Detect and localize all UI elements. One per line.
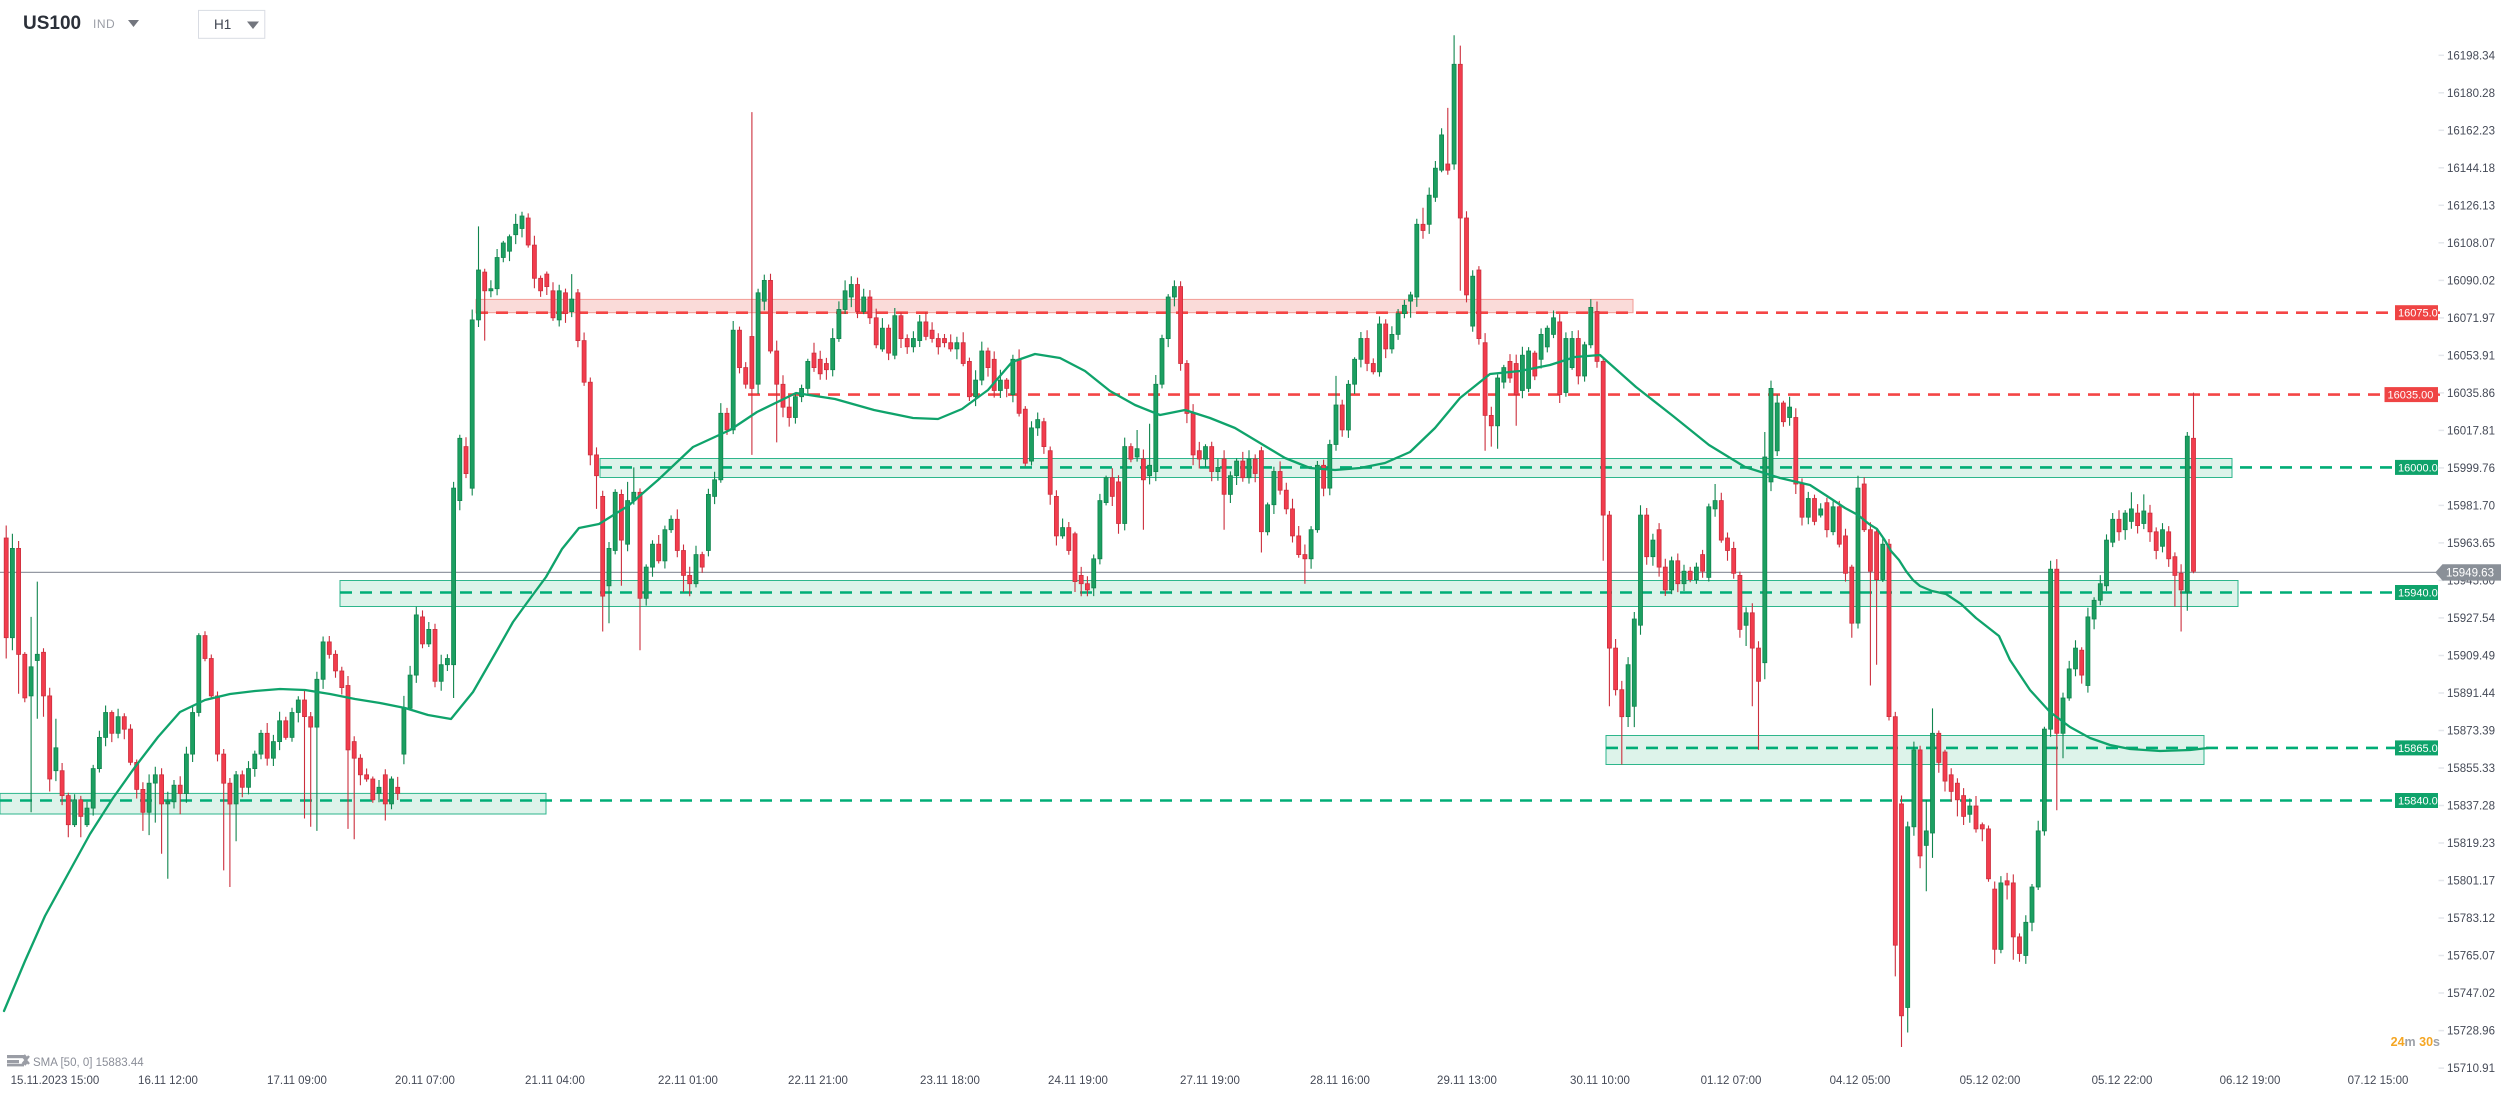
svg-text:16035.00: 16035.00 bbox=[2388, 390, 2434, 402]
svg-text:US100: US100 bbox=[23, 13, 81, 34]
svg-text:27.11 19:00: 27.11 19:00 bbox=[1180, 1075, 1240, 1087]
svg-text:23.11 18:00: 23.11 18:00 bbox=[920, 1075, 980, 1087]
svg-text:22.11 21:00: 22.11 21:00 bbox=[788, 1075, 848, 1087]
svg-text:22.11 01:00: 22.11 01:00 bbox=[658, 1075, 718, 1087]
svg-text:16162.23: 16162.23 bbox=[2447, 125, 2495, 137]
svg-text:15765.07: 15765.07 bbox=[2447, 951, 2495, 963]
svg-text:IND: IND bbox=[93, 17, 115, 31]
svg-text:15728.96: 15728.96 bbox=[2447, 1026, 2495, 1038]
svg-text:07.12 15:00: 07.12 15:00 bbox=[2348, 1075, 2409, 1087]
svg-text:H1: H1 bbox=[214, 17, 231, 32]
svg-text:15949.63: 15949.63 bbox=[2446, 568, 2494, 580]
svg-text:15865.0: 15865.0 bbox=[2398, 743, 2438, 755]
svg-text:24.11 19:00: 24.11 19:00 bbox=[1048, 1075, 1108, 1087]
svg-text:16000.0: 16000.0 bbox=[2398, 462, 2438, 474]
svg-text:15999.76: 15999.76 bbox=[2447, 463, 2495, 475]
svg-text:15909.49: 15909.49 bbox=[2447, 651, 2495, 663]
svg-text:15963.65: 15963.65 bbox=[2447, 538, 2495, 550]
svg-text:29.11 13:00: 29.11 13:00 bbox=[1437, 1075, 1497, 1087]
svg-text:15801.17: 15801.17 bbox=[2447, 876, 2495, 888]
svg-text:05.12 22:00: 05.12 22:00 bbox=[2092, 1075, 2153, 1087]
svg-text:06.12 19:00: 06.12 19:00 bbox=[2220, 1075, 2281, 1087]
svg-text:16035.86: 16035.86 bbox=[2447, 388, 2495, 400]
svg-text:16180.28: 16180.28 bbox=[2447, 88, 2495, 100]
svg-text:15855.33: 15855.33 bbox=[2447, 763, 2495, 775]
svg-text:15837.28: 15837.28 bbox=[2447, 801, 2495, 813]
svg-text:16.11 12:00: 16.11 12:00 bbox=[138, 1075, 198, 1087]
svg-text:15927.54: 15927.54 bbox=[2447, 613, 2496, 625]
svg-text:16126.13: 16126.13 bbox=[2447, 200, 2495, 212]
svg-text:16108.07: 16108.07 bbox=[2447, 238, 2495, 250]
svg-text:20.11 07:00: 20.11 07:00 bbox=[395, 1075, 455, 1087]
svg-text:15747.02: 15747.02 bbox=[2447, 988, 2495, 1000]
svg-text:15783.12: 15783.12 bbox=[2447, 913, 2495, 925]
svg-text:16053.91: 16053.91 bbox=[2447, 350, 2495, 362]
svg-text:01.12 07:00: 01.12 07:00 bbox=[1701, 1075, 1762, 1087]
svg-text:16071.97: 16071.97 bbox=[2447, 313, 2495, 325]
svg-text:15710.91: 15710.91 bbox=[2447, 1063, 2495, 1075]
svg-text:17.11 09:00: 17.11 09:00 bbox=[267, 1075, 327, 1087]
svg-text:21.11 04:00: 21.11 04:00 bbox=[525, 1075, 585, 1087]
svg-text:28.11 16:00: 28.11 16:00 bbox=[1310, 1075, 1370, 1087]
svg-text:16090.02: 16090.02 bbox=[2447, 275, 2495, 287]
svg-text:15819.23: 15819.23 bbox=[2447, 838, 2495, 850]
svg-text:30.11 10:00: 30.11 10:00 bbox=[1570, 1075, 1630, 1087]
svg-text:15981.70: 15981.70 bbox=[2447, 500, 2495, 512]
svg-text:15.11.2023 15:00: 15.11.2023 15:00 bbox=[11, 1075, 100, 1087]
svg-text:15940.0: 15940.0 bbox=[2398, 588, 2438, 600]
svg-text:16017.81: 16017.81 bbox=[2447, 425, 2495, 437]
svg-text:15873.39: 15873.39 bbox=[2447, 726, 2495, 738]
svg-text:SMA [50, 0] 15883.44: SMA [50, 0] 15883.44 bbox=[33, 1057, 144, 1069]
svg-text:15891.44: 15891.44 bbox=[2447, 688, 2496, 700]
svg-text:05.12 02:00: 05.12 02:00 bbox=[1960, 1075, 2021, 1087]
svg-text:15840.0: 15840.0 bbox=[2398, 796, 2438, 808]
svg-text:16198.34: 16198.34 bbox=[2447, 50, 2496, 62]
svg-text:04.12 05:00: 04.12 05:00 bbox=[1830, 1075, 1891, 1087]
svg-text:16144.18: 16144.18 bbox=[2447, 163, 2495, 175]
svg-text:16075.0: 16075.0 bbox=[2398, 308, 2438, 320]
svg-text:24m 30s: 24m 30s bbox=[2391, 1035, 2440, 1049]
